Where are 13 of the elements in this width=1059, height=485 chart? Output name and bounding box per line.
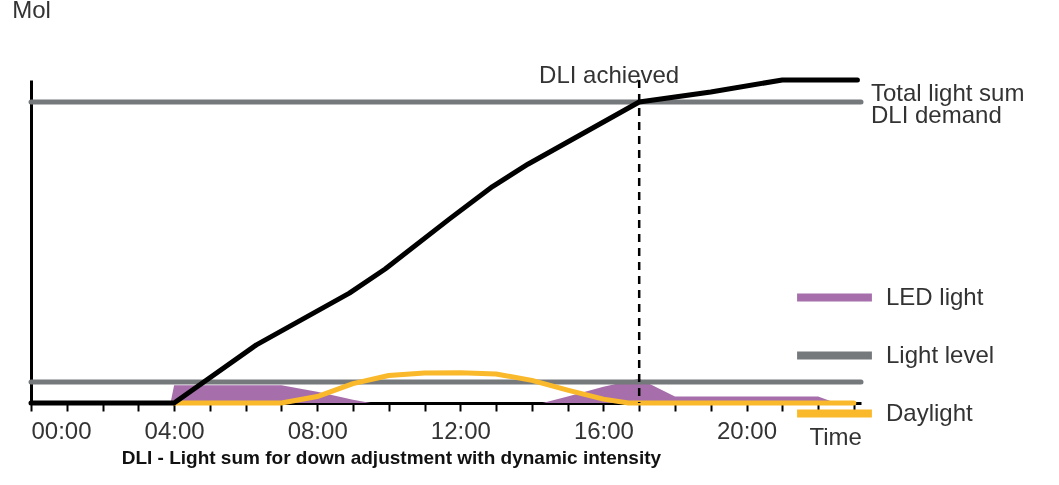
legend-label: LED light [886, 282, 984, 310]
legend-label: Daylight [886, 398, 974, 426]
x-tick-label: 12:00 [430, 416, 491, 444]
legend-label: Light level [886, 340, 995, 368]
text: DLI - Light sum for down adjustment with dynamic intensity [121, 447, 662, 468]
x-axis-title: Time [809, 422, 862, 450]
x-tick-label: 16:00 [573, 416, 634, 444]
x-tick-label: 04:00 [144, 416, 205, 444]
x-tick-label: 00:00 [31, 416, 92, 444]
x-tick-label: 20:00 [716, 416, 778, 444]
ref-line-label: DLI achieved [539, 61, 680, 88]
x-tick-label: 08:00 [287, 416, 348, 444]
y-axis-title: Mol [12, 0, 51, 23]
